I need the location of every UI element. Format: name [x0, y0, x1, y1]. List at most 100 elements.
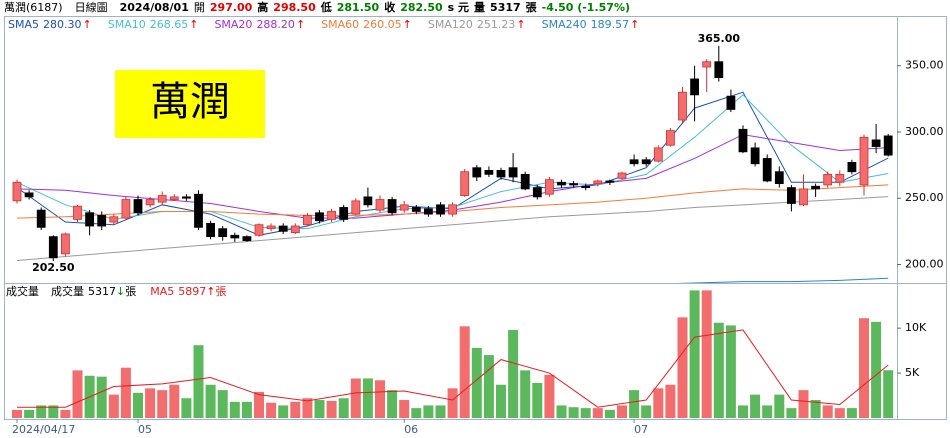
legend-arrow: ↑: [516, 18, 525, 31]
stock-label: 萬潤: [150, 79, 230, 125]
candle-body: [169, 196, 179, 200]
candle-body: [133, 199, 143, 214]
legend-name: SMA60: [321, 18, 359, 31]
volume-bar: [157, 390, 168, 418]
volume-bar: [786, 408, 797, 418]
legend-arrow: ↑: [296, 18, 305, 31]
volume-bar: [399, 400, 410, 418]
volume-panel: [4, 283, 947, 420]
volume-bar: [120, 367, 131, 418]
candle-body: [218, 228, 228, 238]
header-item: 高: [257, 0, 268, 14]
volume-bar: [496, 384, 506, 418]
candle-body: [774, 171, 784, 185]
candle-body: [496, 169, 506, 178]
candle-body: [399, 204, 409, 211]
volume-bar: [411, 408, 422, 418]
candle-body: [363, 196, 373, 206]
volume-bar: [350, 378, 361, 418]
legend-value: 260.05: [363, 18, 402, 31]
candle-body: [508, 167, 518, 178]
candle-body: [726, 95, 736, 110]
candle-body: [266, 225, 276, 230]
volume-bar: [254, 391, 264, 418]
volume-bar: [713, 322, 724, 418]
legend-name: SMA240: [542, 18, 587, 31]
volume-bar: [580, 408, 591, 418]
header-item: 收: [384, 0, 395, 14]
candle-body: [278, 225, 288, 232]
candle-body: [629, 159, 639, 165]
candle-body: [460, 171, 470, 196]
volume-bar: [604, 409, 615, 418]
volume-bar: [459, 326, 470, 418]
volume-bar: [617, 405, 627, 418]
volume-bar: [314, 400, 325, 418]
volume-bar: [641, 405, 652, 418]
volume-bar: [556, 405, 567, 418]
volume-bar: [798, 390, 809, 418]
candle-body: [569, 183, 578, 186]
volume-label: 5317: [88, 285, 116, 298]
ma-line: [676, 277, 889, 283]
candle-body: [436, 204, 445, 215]
volume-bar: [725, 325, 736, 418]
candle-body: [61, 233, 70, 255]
volume-label: 成交量: [51, 284, 84, 298]
legend-arrow: ↑: [83, 18, 92, 31]
candle-body: [290, 225, 300, 234]
candle-body: [557, 181, 566, 186]
header-item: 2024/08/01: [120, 1, 189, 14]
x-tick-label: 06: [404, 423, 418, 436]
candle-body: [690, 78, 699, 96]
y-tick-label: 350.00: [905, 59, 944, 72]
volume-bar: [145, 388, 156, 418]
candle-body: [678, 91, 687, 121]
candle-body: [811, 185, 820, 190]
volume-bar: [859, 318, 869, 418]
volume-bar: [387, 390, 398, 418]
y-tick-label: 5K: [905, 366, 920, 379]
x-tick-label: 05: [138, 423, 152, 436]
volume-bar: [483, 355, 494, 418]
candle-body: [24, 192, 34, 198]
candle-body: [194, 193, 203, 228]
volume-bar: [883, 370, 894, 418]
candle-body: [762, 158, 772, 182]
volume-bar: [435, 405, 446, 418]
candle-body: [315, 212, 324, 222]
candle-body: [738, 128, 748, 153]
header-item: 5317: [490, 1, 521, 14]
candle-body: [351, 200, 361, 215]
volume-bar: [750, 394, 761, 418]
candle-body: [641, 159, 651, 165]
header-item: 低: [320, 0, 332, 14]
volume-bar: [96, 376, 107, 418]
candle-body: [787, 187, 796, 204]
volume-bar: [822, 405, 833, 418]
candle-body: [799, 188, 808, 206]
candle-body: [12, 181, 22, 202]
y-tick-label: 300.00: [905, 125, 944, 138]
candle-body: [750, 147, 760, 165]
candle-body: [859, 136, 869, 186]
volume-bar: [108, 394, 119, 418]
candle-body: [327, 211, 337, 220]
volume-bar: [241, 401, 252, 418]
volume-bar: [24, 409, 35, 418]
volume-bar: [653, 388, 664, 418]
candle-body: [871, 139, 881, 147]
volume-bar: [326, 400, 337, 418]
header-item: 張: [526, 1, 538, 14]
candle-body: [97, 215, 107, 227]
candle-body: [472, 167, 482, 178]
candle-body: [230, 234, 240, 239]
candle-body: [714, 61, 724, 79]
header-item: 量: [474, 1, 485, 14]
volume-bar: [665, 384, 676, 418]
candle-body: [339, 207, 349, 220]
y-tick-label: 10K: [905, 321, 927, 334]
x-tick-label: 07: [634, 423, 648, 436]
volume-bar: [338, 398, 349, 418]
